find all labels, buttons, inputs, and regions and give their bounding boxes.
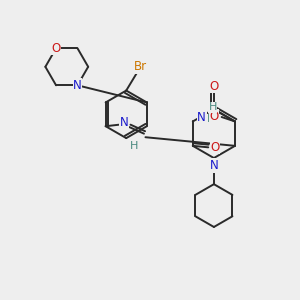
- Text: N: N: [120, 116, 128, 129]
- Text: O: O: [210, 110, 219, 123]
- Text: H: H: [207, 114, 215, 124]
- Text: O: O: [210, 141, 219, 154]
- Text: N: N: [73, 79, 82, 92]
- Text: Br: Br: [134, 60, 147, 73]
- Text: N: N: [197, 110, 206, 124]
- Text: O: O: [52, 42, 61, 55]
- Text: H: H: [130, 140, 138, 151]
- Text: H: H: [208, 103, 217, 112]
- Text: N: N: [209, 159, 218, 172]
- Text: O: O: [209, 80, 218, 93]
